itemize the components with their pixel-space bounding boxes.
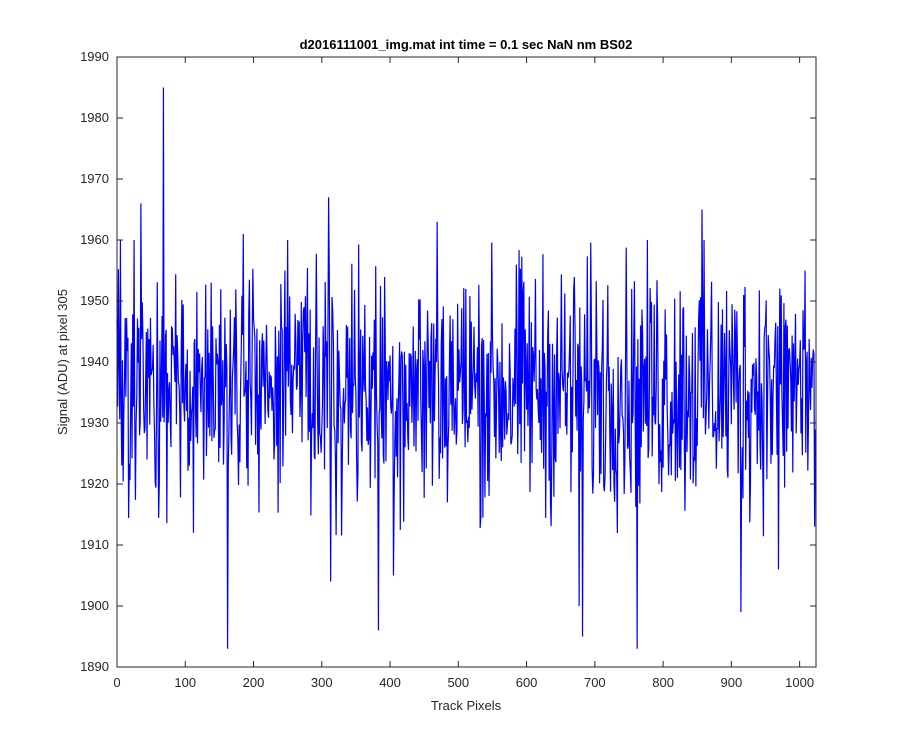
x-tick-label: 800 [652,675,674,690]
x-tick-label: 300 [311,675,333,690]
y-tick-label: 1990 [80,49,109,64]
y-tick-label: 1960 [80,232,109,247]
y-tick-label: 1970 [80,171,109,186]
x-tick-label: 900 [721,675,743,690]
x-tick-label: 400 [379,675,401,690]
x-tick-label: 700 [584,675,606,690]
y-tick-label: 1900 [80,598,109,613]
chart-title: d2016111001_img.mat int time = 0.1 sec N… [300,37,633,52]
x-tick-label: 0 [113,675,120,690]
x-tick-label: 1000 [785,675,814,690]
x-axis-label: Track Pixels [431,698,502,713]
y-axis-ticks: 1890 1900 1910 1920 1930 1940 1950 1960 1970 1980… [80,49,816,674]
x-tick-label: 500 [447,675,469,690]
y-tick-label: 1940 [80,354,109,369]
x-tick-label: 200 [243,675,265,690]
y-axis-label: Signal (ADU) at pixel 305 [55,289,70,435]
y-tick-label: 1910 [80,537,109,552]
y-tick-label: 1930 [80,415,109,430]
y-tick-label: 1950 [80,293,109,308]
x-axis-ticks: 0 100 200 300 400 500 600 700 800 900 1000 [113,57,814,690]
x-tick-label: 100 [174,675,196,690]
y-tick-label: 1890 [80,659,109,674]
y-tick-label: 1920 [80,476,109,491]
y-tick-label: 1980 [80,110,109,125]
signal-series-line [116,87,816,649]
series-layer [116,87,816,649]
x-tick-label: 600 [516,675,538,690]
